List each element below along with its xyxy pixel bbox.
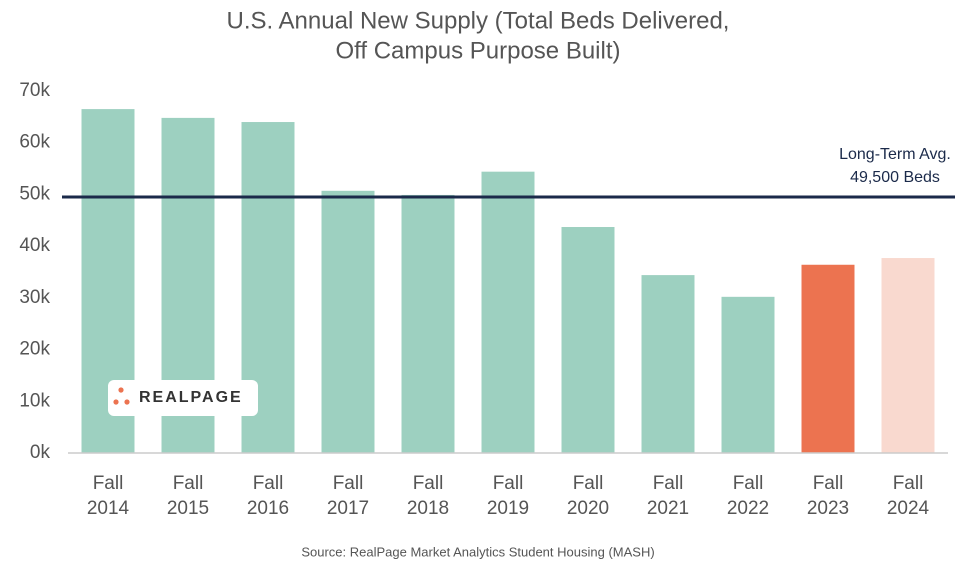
x-tick-label: Fall 2018 [407,473,449,519]
x-tick-label: Fall 2017 [327,473,369,519]
logo-box [108,380,258,416]
x-tick-label: Fall 2016 [247,473,289,519]
y-tick-label: 40k [19,235,50,256]
x-tick-label: Fall 2021 [647,473,689,519]
y-tick-label: 50k [19,183,50,204]
bar [881,258,935,453]
bar [801,264,855,453]
x-tick-label: Fall 2014 [87,473,130,519]
bar [401,194,455,453]
logo-dot [113,399,119,405]
logo: REALPAGE [139,389,243,406]
x-tick-label: Fall 2015 [167,473,209,519]
y-tick-label: 0k [30,442,51,463]
y-tick-label: 70k [19,80,50,101]
logo-dot [124,399,130,405]
x-tick-label: Fall 2020 [567,473,609,519]
x-tick-label: Fall 2024 [887,473,930,519]
x-tick-label: Fall 2022 [727,473,769,519]
bar [481,171,535,453]
bar [321,190,375,453]
bar [641,275,695,453]
y-tick-label: 60k [19,132,50,153]
x-tick-label: Fall 2019 [487,473,529,519]
source: Source: RealPage Market Analytics Studen… [301,544,654,559]
y-tick-label: 30k [19,287,50,308]
bar [561,227,615,453]
y-tick-label: 10k [19,390,50,411]
chart-title: U.S. Annual New Supply (Total Beds Deliv… [227,7,730,34]
chart-title: Off Campus Purpose Built) [335,37,620,64]
logo-dot [118,387,124,393]
x-tick-label: Fall 2023 [807,473,849,519]
reference-label: Long-Term Avg. [839,146,951,163]
y-tick-label: 20k [19,339,50,360]
bar [721,296,775,453]
reference-label: 49,500 Beds [850,169,940,186]
